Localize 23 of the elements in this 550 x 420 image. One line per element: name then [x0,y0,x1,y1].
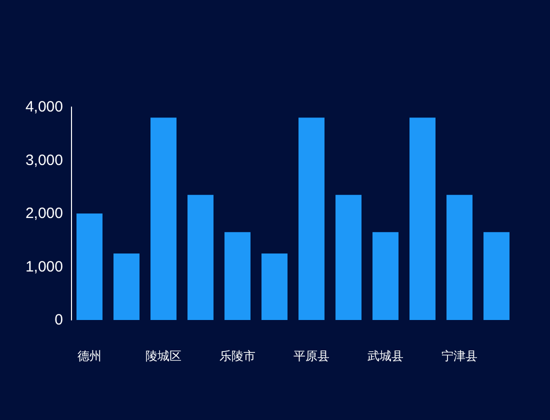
x-tick-label: 乐陵市 [220,349,256,363]
bar [336,194,362,320]
y-tick-label: 0 [54,312,63,328]
bar [298,118,324,320]
x-tick-label: 德州 [78,349,102,363]
x-tick-label: 宁津县 [442,349,478,363]
y-tick-label: 4,000 [25,98,63,116]
bar [446,194,472,320]
y-tick-label: 3,000 [25,152,63,169]
bar [76,214,102,320]
bar [224,232,250,320]
bar [188,194,214,320]
bar [372,232,398,320]
y-tick-label: 2,000 [25,205,63,222]
y-tick-label: 1,000 [25,258,63,276]
bar [484,232,510,320]
bar [262,253,288,320]
x-tick-label: 武城县 [368,349,404,363]
bar [114,253,140,320]
x-tick-label: 陵城区 [146,349,182,363]
bar [150,118,176,320]
bar [410,118,436,320]
x-tick-label: 平原县 [294,349,330,363]
